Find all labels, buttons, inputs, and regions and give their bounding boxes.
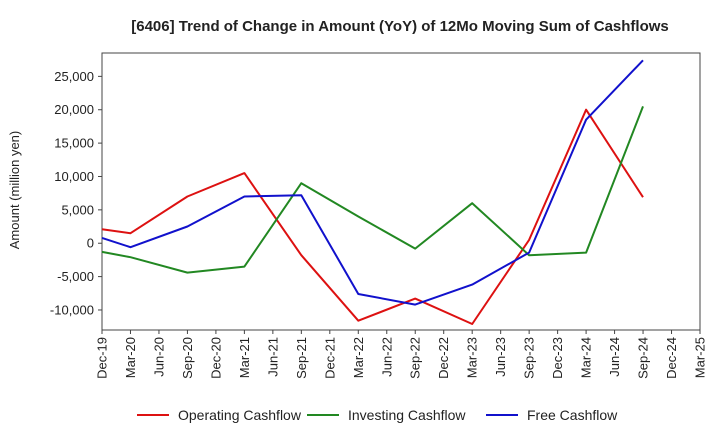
legend: Operating Cashflow Investing Cashflow Free… [137,407,618,423]
x-tick-label: Mar-22 [351,337,366,378]
x-tick-label: Dec-24 [664,337,679,379]
x-tick-label: Sep-24 [636,337,651,379]
y-tick-label: 10,000 [54,169,94,184]
chart-title: [6406] Trend of Change in Amount (YoY) o… [131,18,669,35]
x-tick-label: Mar-25 [693,337,708,378]
y-tick-label: 15,000 [54,136,94,151]
x-tick-label: Jun-24 [607,337,622,377]
x-tick-label: Dec-23 [550,337,565,379]
x-tick-label: Dec-20 [208,337,223,379]
x-tick-label: Dec-22 [436,337,451,379]
y-tick-label: 25,000 [54,69,94,84]
legend-label-operating-cashflow: Operating Cashflow [178,407,302,423]
y-tick-label: -5,000 [57,269,94,284]
axes: 25,000 20,000 15,000 10,000 5,000 0 -5,000 -10,… [50,53,708,379]
x-tick-label: Jun-21 [265,337,280,377]
x-tick-label: Dec-21 [322,337,337,379]
x-tick-label: Sep-23 [522,337,537,379]
x-tick-label: Mar-21 [237,337,252,378]
y-axis-label: Amount (million yen) [7,131,22,250]
x-tick-label: Sep-20 [180,337,195,379]
y-tick-label: -10,000 [50,302,94,317]
y-tick-label: 0 [87,236,94,251]
x-tick-label: Mar-24 [579,337,594,378]
legend-label-investing-cashflow: Investing Cashflow [348,407,466,423]
x-tick-label: Sep-22 [408,337,423,379]
x-tick-label: Jun-22 [379,337,394,377]
x-tick-label: Mar-20 [123,337,138,378]
x-tick-label: Mar-23 [465,337,480,378]
x-tick-label: Dec-19 [95,337,110,379]
x-tick-label: Sep-21 [294,337,309,379]
x-tick-label: Jun-23 [493,337,508,377]
legend-label-free-cashflow: Free Cashflow [527,407,618,423]
y-tick-label: 20,000 [54,102,94,117]
y-tick-label: 5,000 [61,202,94,217]
x-tick-label: Jun-20 [151,337,166,377]
